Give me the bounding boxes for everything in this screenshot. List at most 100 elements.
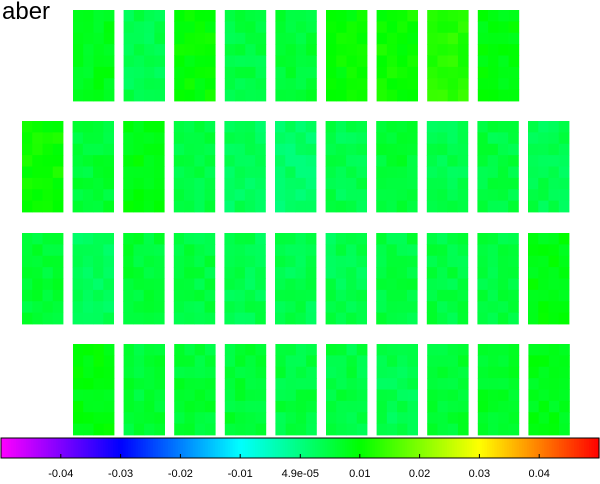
pixel-cell [386, 32, 398, 45]
colorbar-segment [125, 438, 129, 458]
pixel-cell [325, 189, 337, 202]
pixel-cell [244, 166, 256, 179]
pixel-cell [275, 177, 286, 190]
colorbar-segment [444, 438, 448, 458]
pixel-cell [103, 66, 115, 79]
pixel-cell [154, 400, 165, 413]
colorbar-segment [232, 438, 236, 458]
pixel-cell [275, 301, 286, 314]
pixel-cell [386, 267, 398, 279]
pixel-cell [346, 132, 357, 145]
colorbar-segment [180, 438, 184, 458]
detector-panel [22, 233, 64, 325]
colorbar-segment [374, 438, 378, 458]
pixel-cell [224, 200, 236, 213]
pixel-cell [224, 32, 236, 45]
pixel-cell [559, 366, 570, 379]
pixel-cell [103, 412, 115, 425]
pixel-cell [346, 344, 358, 356]
pixel-cell [427, 423, 438, 436]
pixel-cell [194, 412, 206, 425]
pixel-cell [103, 378, 115, 390]
pixel-cell [184, 55, 196, 68]
pixel-cell [133, 10, 145, 22]
pixel-cell [72, 132, 84, 145]
pixel-cell [437, 366, 449, 379]
colorbar-segment [494, 438, 498, 458]
pixel-cell [477, 344, 489, 356]
pixel-cell [406, 189, 418, 202]
pixel-cell [245, 423, 256, 436]
pixel-cell [457, 121, 469, 133]
pixel-cell [83, 366, 94, 379]
pixel-cell [407, 32, 418, 45]
pixel-cell [42, 121, 54, 133]
pixel-cell [103, 44, 115, 56]
pixel-cell [143, 244, 155, 257]
colorbar-segment [536, 438, 540, 458]
pixel-cell [508, 412, 520, 425]
colorbar-segment [456, 438, 461, 458]
pixel-cell [72, 289, 84, 302]
pixel-cell [326, 44, 337, 56]
pixel-cell [154, 55, 165, 68]
colorbar-segment [392, 438, 396, 458]
pixel-cell [184, 21, 196, 34]
pixel-cell [528, 378, 540, 390]
pixel-cell [194, 32, 206, 45]
pixel-cell [447, 423, 459, 436]
pixel-cell [224, 44, 236, 56]
pixel-cell [204, 400, 216, 413]
pixel-cell [386, 378, 398, 390]
pixel-cell [184, 344, 196, 356]
pixel-cell [285, 378, 297, 390]
colorbar-segment [220, 438, 224, 458]
pixel-cell [73, 355, 84, 368]
pixel-cell [346, 255, 357, 268]
colorbar-segment [556, 438, 560, 458]
pixel-cell [397, 344, 408, 356]
pixel-cell [52, 189, 64, 202]
pixel-cell [184, 289, 195, 302]
pixel-cell [184, 44, 196, 56]
pixel-cell [498, 89, 509, 102]
pixel-cell [356, 143, 367, 156]
pixel-cell [508, 132, 519, 145]
pixel-cell [397, 78, 408, 91]
pixel-cell [558, 301, 570, 314]
detector-panel [73, 344, 115, 436]
pixel-cell [437, 89, 449, 102]
pixel-cell [285, 244, 296, 257]
pixel-cell [427, 66, 438, 79]
pixel-cell [224, 121, 236, 133]
pixel-cell [488, 378, 499, 390]
pixel-cell [335, 155, 347, 167]
pixel-cell [204, 301, 216, 314]
pixel-cell [235, 412, 246, 425]
colorbar-segment [347, 438, 351, 458]
pixel-cell [346, 301, 357, 314]
colorbar-segment [290, 438, 294, 458]
colorbar-tick-label: -0.04 [48, 468, 74, 480]
pixel-cell [285, 166, 296, 179]
pixel-cell [335, 166, 347, 179]
pixel-cell [245, 89, 256, 102]
pixel-cell [143, 143, 155, 156]
pixel-cell [32, 233, 43, 245]
colorbar-tick-label: 0.01 [349, 468, 371, 480]
pixel-cell [538, 189, 549, 202]
pixel-cell [335, 289, 347, 302]
pixel-cell [346, 278, 357, 291]
pixel-cell [528, 289, 539, 302]
pixel-cell [275, 289, 286, 302]
colorbar-segment [75, 438, 79, 458]
pixel-cell [538, 366, 550, 379]
pixel-cell [386, 121, 398, 133]
pixel-cell [427, 355, 438, 368]
pixel-cell [457, 155, 469, 167]
pixel-cell [325, 200, 337, 213]
pixel-cell [305, 267, 317, 279]
pixel-cell [498, 366, 509, 379]
pixel-cell [224, 244, 236, 257]
pixel-cell [244, 132, 256, 145]
